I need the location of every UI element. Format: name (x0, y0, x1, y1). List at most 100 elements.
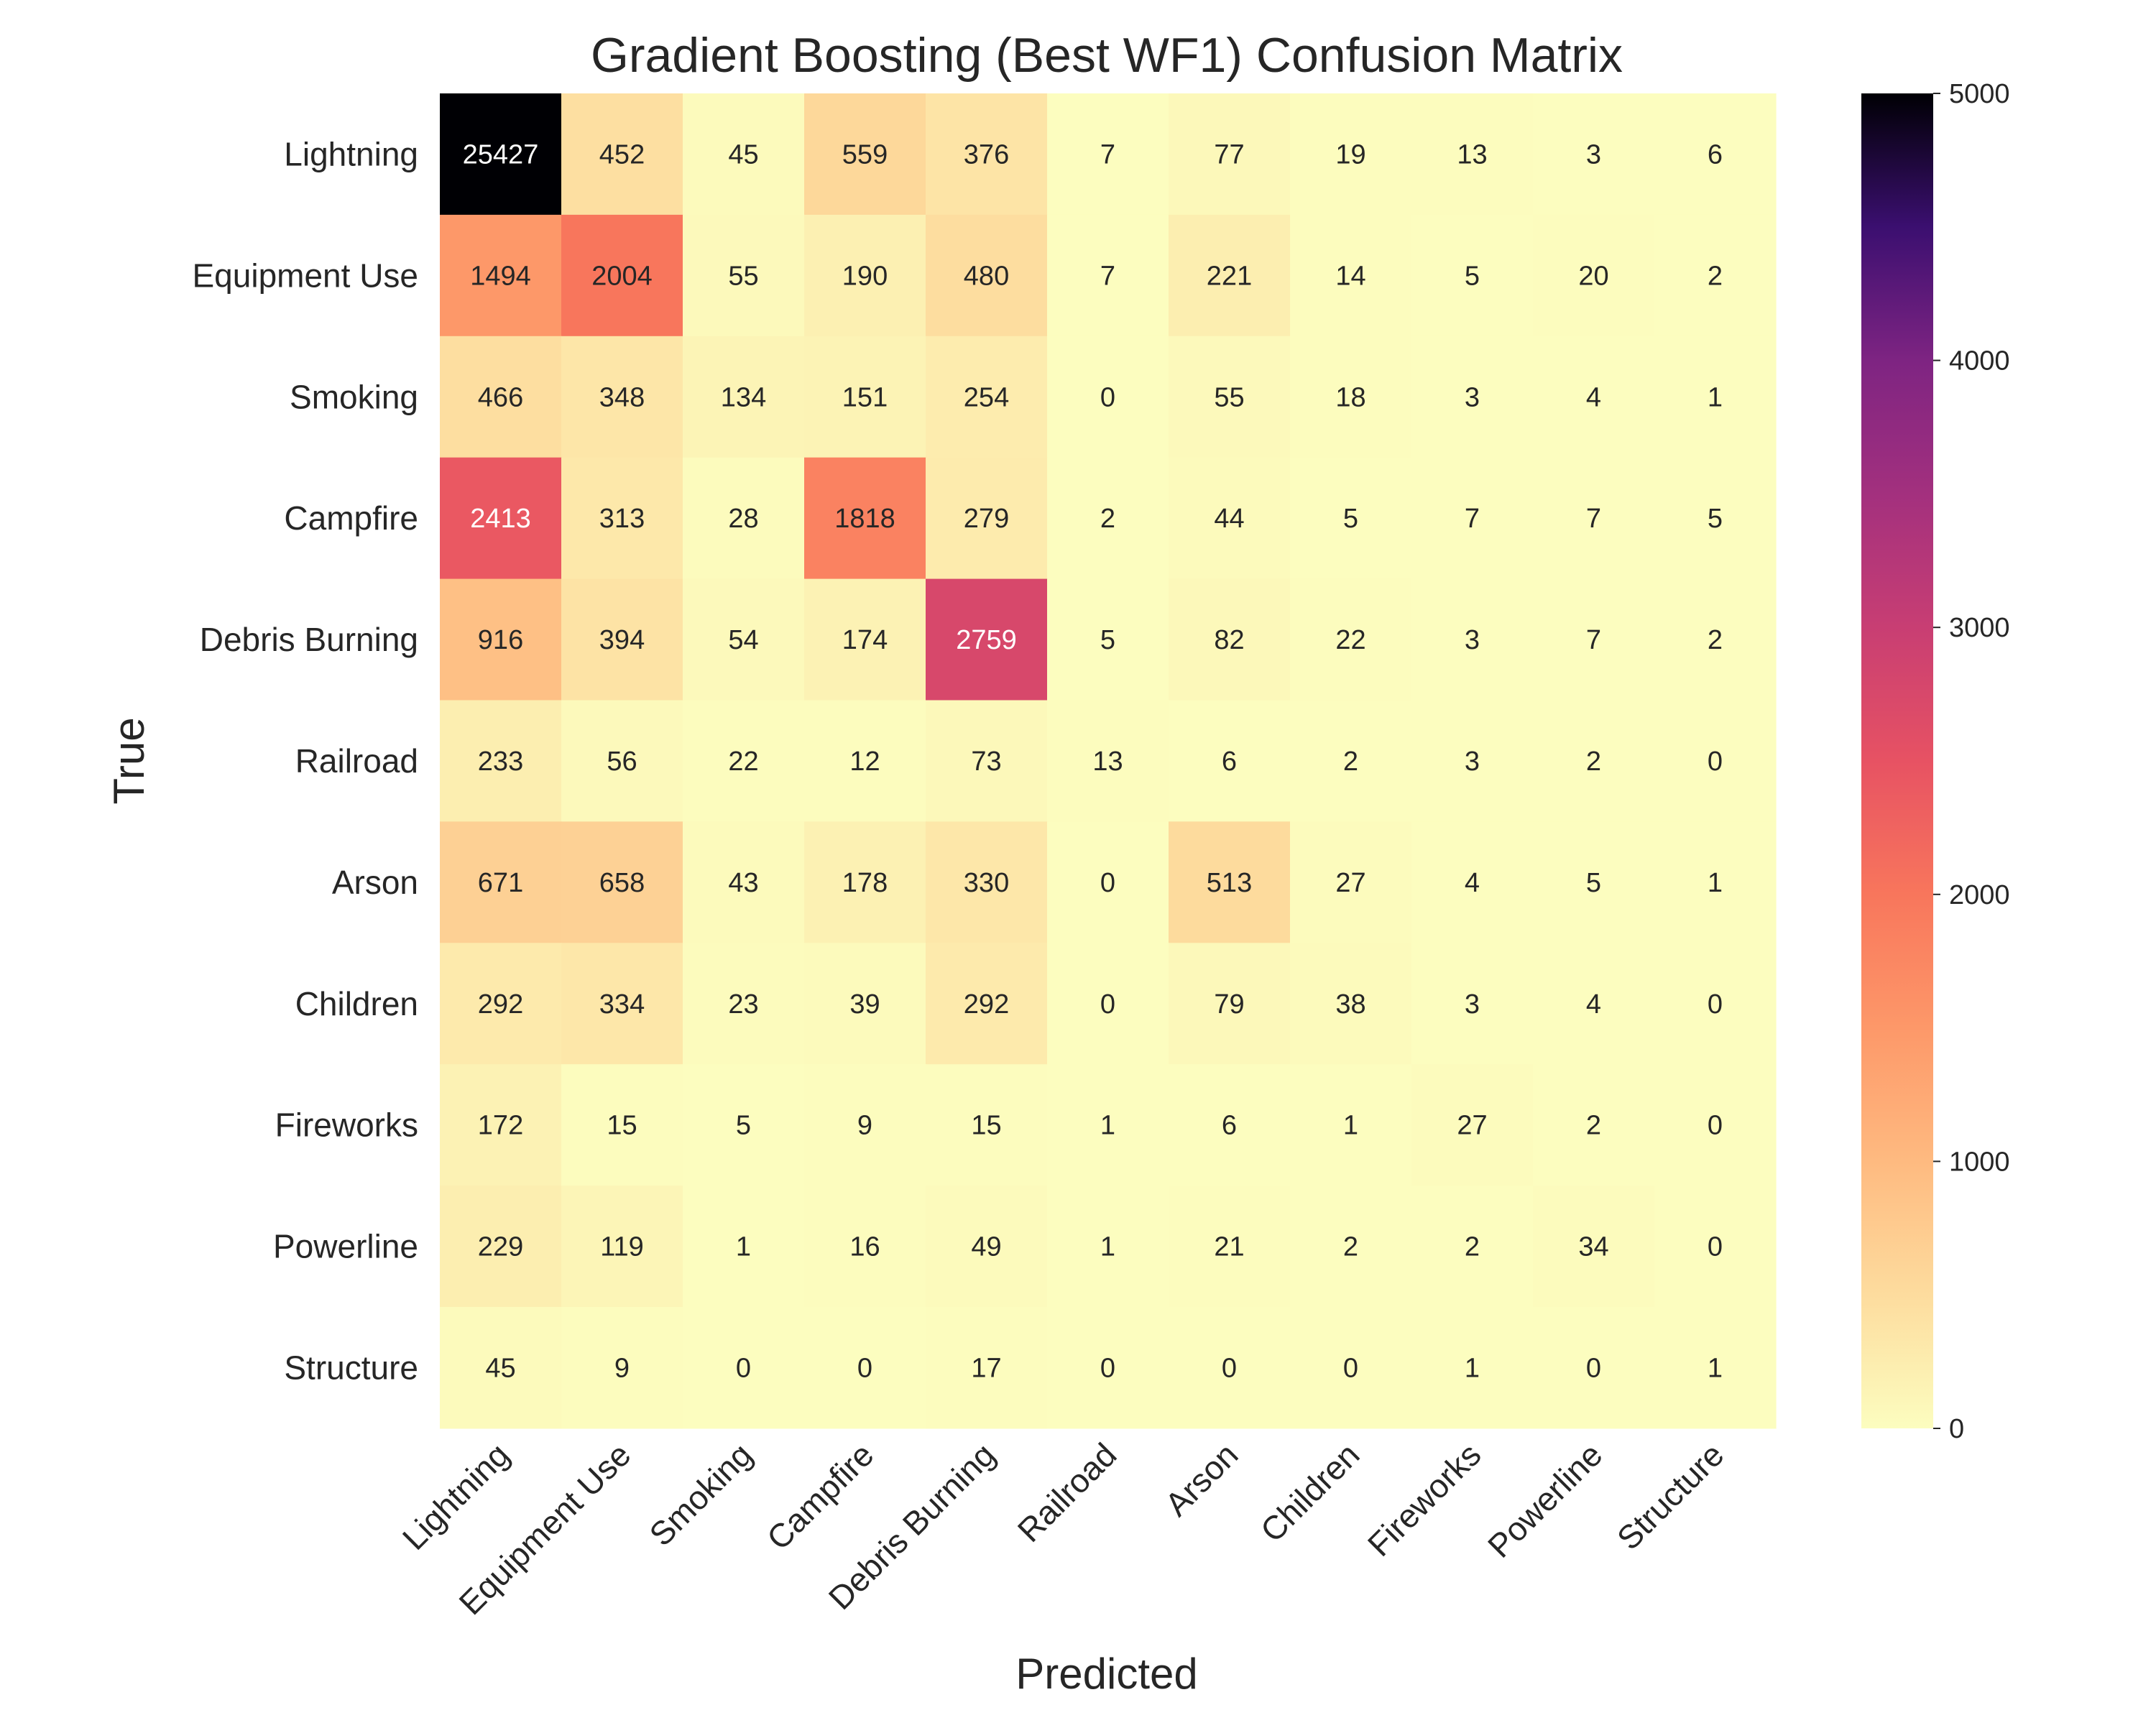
cell-value-label: 174 (842, 625, 888, 655)
cell-value-label: 6 (1222, 1111, 1237, 1141)
cell-value-label: 0 (1708, 989, 1723, 1020)
cell-value-label: 0 (1708, 1111, 1723, 1141)
cell-value-label: 1818 (834, 504, 895, 534)
cell-value-label: 229 (478, 1232, 523, 1262)
cell-value-label: 513 (1207, 868, 1252, 898)
cell-value-label: 12 (849, 747, 880, 777)
heatmap-cell (683, 943, 805, 1065)
heatmap-cell (683, 1064, 805, 1186)
heatmap-cell (440, 93, 562, 216)
cell-value-label: 27 (1457, 1111, 1487, 1141)
heatmap-cell (1411, 578, 1534, 701)
heatmap-cell (1047, 214, 1169, 337)
heatmap-cell (561, 578, 683, 701)
cell-value-label: 292 (478, 989, 523, 1020)
colorbar-ticks: 0 1000 2000 3000 4000 5000 (1933, 79, 2010, 1444)
heatmap-cell (1047, 578, 1169, 701)
heatmap-cell (1290, 457, 1412, 580)
cell-value-label: 2 (1343, 1232, 1358, 1262)
cell-value-label: 0 (1100, 1353, 1115, 1383)
heatmap-cell (683, 1186, 805, 1308)
heatmap-cell (1654, 457, 1777, 580)
cell-value-label: 4 (1586, 382, 1601, 412)
heatmap-cell (561, 943, 683, 1065)
heatmap-cell (1169, 578, 1291, 701)
cell-value-label: 44 (1214, 504, 1244, 534)
cell-value-label: 1 (1708, 382, 1723, 412)
cell-value-label: 55 (1214, 382, 1244, 412)
heatmap-cell (1411, 1307, 1534, 1429)
y-tick-labels: Lightning Equipment Use Smoking Campfire Deb… (193, 135, 419, 1386)
heatmap-cell (804, 943, 926, 1065)
cell-value-label: 6 (1708, 139, 1723, 170)
heatmap-cell (1533, 1307, 1655, 1429)
heatmap-cell (1169, 700, 1291, 822)
heatmap-cell (1290, 821, 1412, 943)
cell-value-label: 221 (1207, 261, 1252, 291)
y-tick-label: Fireworks (275, 1106, 418, 1144)
cell-value-label: 1 (736, 1232, 751, 1262)
heatmap-cell (1290, 93, 1412, 216)
cell-value-label: 134 (721, 382, 766, 412)
cell-value-label: 0 (1222, 1353, 1237, 1383)
heatmap-cell (1533, 821, 1655, 943)
heatmap-cell (561, 1064, 683, 1186)
cell-value-label: 13 (1457, 139, 1487, 170)
cell-value-label: 671 (478, 868, 523, 898)
heatmap-cell (1290, 1064, 1412, 1186)
cell-value-label: 4 (1465, 868, 1480, 898)
heatmap-cell (683, 214, 805, 337)
heatmap-cell (1047, 1064, 1169, 1186)
cell-value-label: 39 (849, 989, 880, 1020)
cell-value-label: 25427 (463, 139, 539, 170)
heatmap-cell (1290, 1186, 1412, 1308)
heatmap-cell (1290, 943, 1412, 1065)
heatmap-cell (1654, 93, 1777, 216)
heatmap-cell (1533, 214, 1655, 337)
heatmap-cell (561, 214, 683, 337)
heatmap-cell (1411, 1064, 1534, 1186)
cell-value-label: 2 (1100, 504, 1115, 534)
heatmap-cell (926, 943, 1048, 1065)
colorbar-tick-label: 0 (1949, 1414, 1964, 1444)
cell-value-label: 19 (1335, 139, 1365, 170)
cell-value-label: 7 (1586, 625, 1601, 655)
cell-value-label: 0 (1708, 747, 1723, 777)
heatmap-cell (1533, 1064, 1655, 1186)
heatmap-cell (683, 93, 805, 216)
cell-value-label: 313 (599, 504, 645, 534)
heatmap-cell (440, 1186, 562, 1308)
cell-value-label: 480 (964, 261, 1009, 291)
cell-value-label: 15 (971, 1111, 1001, 1141)
y-tick-label: Equipment Use (193, 257, 419, 294)
cell-value-label: 1 (1343, 1111, 1358, 1141)
cell-value-label: 13 (1092, 747, 1123, 777)
cell-value-label: 279 (964, 504, 1009, 534)
heatmap-cell (804, 457, 926, 580)
heatmap-cell (561, 93, 683, 216)
cell-value-label: 151 (842, 382, 888, 412)
x-tick-label: Arson (1158, 1436, 1245, 1523)
cell-value-label: 2004 (591, 261, 653, 291)
cell-value-label: 28 (728, 504, 758, 534)
colorbar-tick-label: 4000 (1949, 346, 2010, 376)
cell-value-label: 7 (1100, 139, 1115, 170)
cell-value-label: 15 (607, 1111, 637, 1141)
cell-value-label: 2413 (470, 504, 531, 534)
heatmap-cell (1290, 1307, 1412, 1429)
heatmap-cell (926, 700, 1048, 822)
heatmap-cell (1533, 943, 1655, 1065)
heatmap-cell (926, 457, 1048, 580)
cell-value-label: 658 (599, 868, 645, 898)
colorbar: 0 1000 2000 3000 4000 5000 (1861, 79, 2010, 1444)
x-tick-label: Powerline (1480, 1436, 1610, 1565)
heatmap-cell (1654, 214, 1777, 337)
colorbar-tick-label: 3000 (1949, 613, 2010, 643)
heatmap-cell (1654, 578, 1777, 701)
cell-value-label: 3 (1465, 747, 1480, 777)
cell-value-label: 27 (1335, 868, 1365, 898)
heatmap-cell (683, 700, 805, 822)
cell-value-label: 1494 (470, 261, 531, 291)
